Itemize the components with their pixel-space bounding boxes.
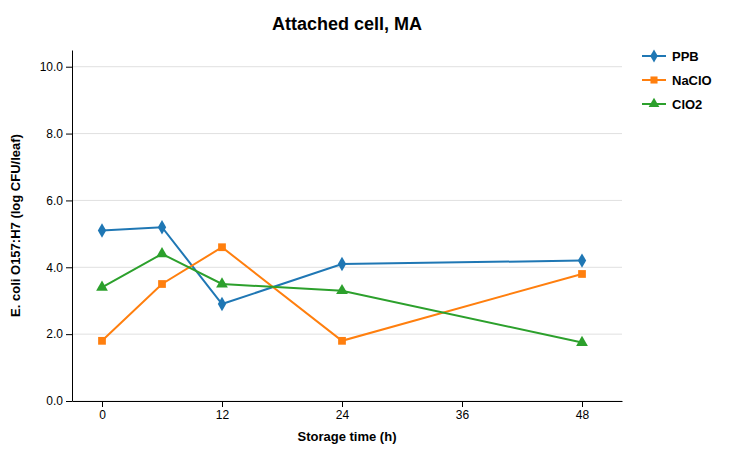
y-tick-label: 6.0 — [46, 194, 63, 208]
y-tick-label: 0.0 — [46, 394, 63, 408]
legend-label: ClO2 — [672, 97, 702, 112]
point — [336, 284, 348, 294]
point — [578, 270, 586, 278]
x-tick: 48 — [576, 401, 590, 422]
x-tick-label: 24 — [336, 408, 350, 422]
grid-line — [72, 200, 622, 201]
x-tick-label: 36 — [456, 408, 470, 422]
point — [576, 336, 588, 346]
x-axis-line — [73, 401, 623, 402]
legend-item: ClO2 — [642, 97, 702, 112]
y-tick-mark — [66, 134, 72, 135]
y-tick-label: 8.0 — [46, 127, 63, 141]
legend: PPB NaClO ClO2 — [642, 49, 712, 112]
y-tick: 6.0 — [46, 194, 72, 208]
x-tick-mark — [462, 401, 463, 407]
point — [338, 257, 346, 271]
title: Attached cell, MA — [272, 14, 422, 34]
x-axis-title: Storage time (h) — [298, 429, 397, 444]
legend-item: NaClO — [642, 73, 712, 88]
line — [102, 254, 582, 343]
y-tick-mark — [66, 401, 72, 402]
grid-line — [72, 401, 622, 402]
x-tick-mark — [102, 401, 103, 407]
legend-symbol — [650, 49, 658, 62]
y-tick: 10.0 — [40, 60, 72, 74]
x-tick-label: 0 — [99, 408, 106, 422]
point — [96, 281, 108, 291]
grid-line — [72, 133, 622, 134]
point — [338, 337, 346, 345]
legend-item: PPB — [642, 49, 699, 64]
y-axis: 0.0 2.0 4.0 6.0 8.0 10.0 — [40, 51, 73, 409]
x-tick: 12 — [216, 401, 230, 422]
y-tick: 8.0 — [46, 127, 72, 141]
legend-label: NaClO — [672, 73, 712, 88]
point — [158, 280, 166, 288]
y-tick-mark — [66, 200, 72, 201]
y-tick: 4.0 — [46, 261, 72, 275]
line — [102, 227, 582, 304]
point — [218, 243, 226, 251]
point — [98, 223, 106, 237]
x-tick-label: 48 — [576, 408, 590, 422]
y-tick-mark — [66, 267, 72, 268]
x-tick-mark — [342, 401, 343, 407]
x-tick-label: 12 — [216, 408, 230, 422]
marks — [96, 220, 588, 346]
chart: 0 12 24 36 48 0.0 2.0 4.0 6.0 8.0 10.0 Attached cel… — [0, 0, 752, 453]
point — [578, 253, 586, 267]
x-tick: 24 — [336, 401, 350, 422]
series — [96, 247, 588, 346]
y-tick-mark — [66, 334, 72, 335]
series — [98, 220, 586, 311]
y-axis-title: E. coli O157:H7 (log CFU/leaf) — [8, 134, 23, 317]
x-tick: 36 — [456, 401, 470, 422]
x-tick-mark — [222, 401, 223, 407]
y-tick-label: 4.0 — [46, 261, 63, 275]
grid — [72, 67, 622, 401]
legend-symbol — [649, 98, 660, 107]
y-tick: 2.0 — [46, 327, 72, 341]
grid-line — [72, 66, 622, 67]
point — [98, 337, 106, 345]
legend-symbol — [650, 76, 657, 83]
x-tick-mark — [582, 401, 583, 407]
y-axis-line — [72, 51, 73, 402]
y-tick-label: 10.0 — [40, 60, 64, 74]
y-tick-mark — [66, 67, 72, 68]
x-axis: 0 12 24 36 48 — [73, 401, 623, 422]
series — [98, 243, 586, 344]
point — [156, 247, 168, 257]
plot: 0 12 24 36 48 0.0 2.0 4.0 6.0 8.0 10.0 — [40, 51, 623, 422]
y-tick-label: 2.0 — [46, 327, 63, 341]
x-tick: 0 — [99, 401, 106, 422]
point — [158, 220, 166, 234]
point — [218, 297, 226, 311]
y-tick: 0.0 — [46, 394, 72, 408]
grid-line — [72, 267, 622, 268]
chart-container: 0 12 24 36 48 0.0 2.0 4.0 6.0 8.0 10.0 Attached cel… — [0, 0, 752, 453]
point — [216, 277, 228, 287]
legend-label: PPB — [672, 49, 699, 64]
